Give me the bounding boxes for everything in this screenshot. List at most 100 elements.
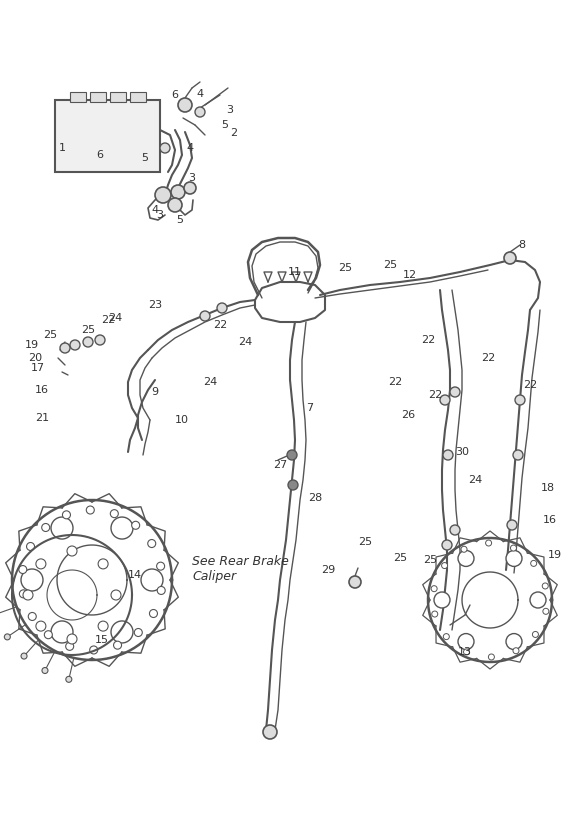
Text: 3: 3 xyxy=(188,173,195,183)
Text: 3: 3 xyxy=(227,105,234,115)
Circle shape xyxy=(90,646,98,654)
Text: 29: 29 xyxy=(321,565,335,575)
Circle shape xyxy=(149,610,157,617)
Text: 7: 7 xyxy=(307,403,314,413)
Circle shape xyxy=(83,337,93,347)
Circle shape xyxy=(195,107,205,117)
Circle shape xyxy=(168,198,182,212)
Text: 3: 3 xyxy=(156,210,163,220)
Circle shape xyxy=(23,590,33,600)
Circle shape xyxy=(132,522,140,529)
Text: 16: 16 xyxy=(543,515,557,525)
Circle shape xyxy=(511,545,517,551)
Circle shape xyxy=(21,569,43,591)
Text: 25: 25 xyxy=(81,325,95,335)
Circle shape xyxy=(178,98,192,112)
Text: 1: 1 xyxy=(58,143,65,153)
Circle shape xyxy=(486,540,491,546)
Text: 5: 5 xyxy=(142,153,149,163)
Circle shape xyxy=(530,592,546,608)
Text: 25: 25 xyxy=(423,555,437,565)
Text: 10: 10 xyxy=(175,415,189,425)
Circle shape xyxy=(66,643,73,650)
Text: 21: 21 xyxy=(35,413,49,423)
Text: 25: 25 xyxy=(383,260,397,270)
Circle shape xyxy=(184,182,196,194)
Circle shape xyxy=(42,667,48,673)
Circle shape xyxy=(147,540,156,547)
Circle shape xyxy=(4,634,10,640)
Circle shape xyxy=(441,563,448,569)
Bar xyxy=(55,100,160,172)
Circle shape xyxy=(349,576,361,588)
Bar xyxy=(90,92,106,102)
Text: 22: 22 xyxy=(523,380,537,390)
Bar xyxy=(130,92,146,102)
Circle shape xyxy=(60,343,70,353)
Circle shape xyxy=(134,629,142,636)
Circle shape xyxy=(67,634,77,644)
Circle shape xyxy=(506,634,522,649)
Circle shape xyxy=(171,185,185,199)
Circle shape xyxy=(532,631,539,638)
Circle shape xyxy=(440,395,450,405)
Circle shape xyxy=(287,450,297,460)
Circle shape xyxy=(263,725,277,739)
Circle shape xyxy=(36,559,46,569)
Circle shape xyxy=(111,590,121,600)
Circle shape xyxy=(489,654,494,660)
Text: 22: 22 xyxy=(101,315,115,325)
Circle shape xyxy=(442,540,452,550)
Circle shape xyxy=(62,511,71,519)
Circle shape xyxy=(443,634,449,639)
Text: 22: 22 xyxy=(481,353,495,363)
Text: 25: 25 xyxy=(338,263,352,273)
Circle shape xyxy=(450,525,460,535)
Text: 28: 28 xyxy=(308,493,322,503)
Circle shape xyxy=(463,649,469,655)
Circle shape xyxy=(461,546,467,552)
Circle shape xyxy=(157,587,165,594)
Text: 15: 15 xyxy=(95,635,109,645)
Circle shape xyxy=(111,517,133,539)
Text: 5: 5 xyxy=(177,215,184,225)
Circle shape xyxy=(51,517,73,539)
Circle shape xyxy=(141,569,163,591)
Text: 25: 25 xyxy=(393,553,407,563)
Text: 22: 22 xyxy=(213,320,227,330)
Bar xyxy=(70,92,86,102)
Circle shape xyxy=(506,550,522,566)
Circle shape xyxy=(431,586,437,592)
Circle shape xyxy=(114,641,121,649)
Bar xyxy=(110,92,126,102)
Text: 24: 24 xyxy=(108,313,122,323)
Circle shape xyxy=(432,611,438,617)
Circle shape xyxy=(110,510,118,517)
Circle shape xyxy=(200,311,210,321)
Text: 12: 12 xyxy=(403,270,417,280)
Text: 22: 22 xyxy=(421,335,435,345)
Text: 4: 4 xyxy=(196,89,203,99)
Text: 11: 11 xyxy=(288,267,302,277)
Text: 19: 19 xyxy=(25,340,39,350)
Circle shape xyxy=(70,340,80,350)
Text: 26: 26 xyxy=(401,410,415,420)
Text: 25: 25 xyxy=(358,537,372,547)
Text: 23: 23 xyxy=(148,300,162,310)
Text: 6: 6 xyxy=(171,90,178,100)
Circle shape xyxy=(155,187,171,203)
Text: 4: 4 xyxy=(187,143,194,153)
Text: 8: 8 xyxy=(518,240,525,250)
Circle shape xyxy=(458,634,474,649)
Text: 14: 14 xyxy=(128,570,142,580)
Text: 27: 27 xyxy=(273,460,287,470)
Circle shape xyxy=(95,335,105,345)
Text: 6: 6 xyxy=(97,150,104,160)
Text: See Rear Brake
Caliper: See Rear Brake Caliper xyxy=(192,555,289,583)
Text: 9: 9 xyxy=(152,387,159,397)
Text: 25: 25 xyxy=(43,330,57,340)
Text: 17: 17 xyxy=(31,363,45,373)
Circle shape xyxy=(44,630,52,639)
Text: 19: 19 xyxy=(548,550,562,560)
Circle shape xyxy=(542,583,548,589)
